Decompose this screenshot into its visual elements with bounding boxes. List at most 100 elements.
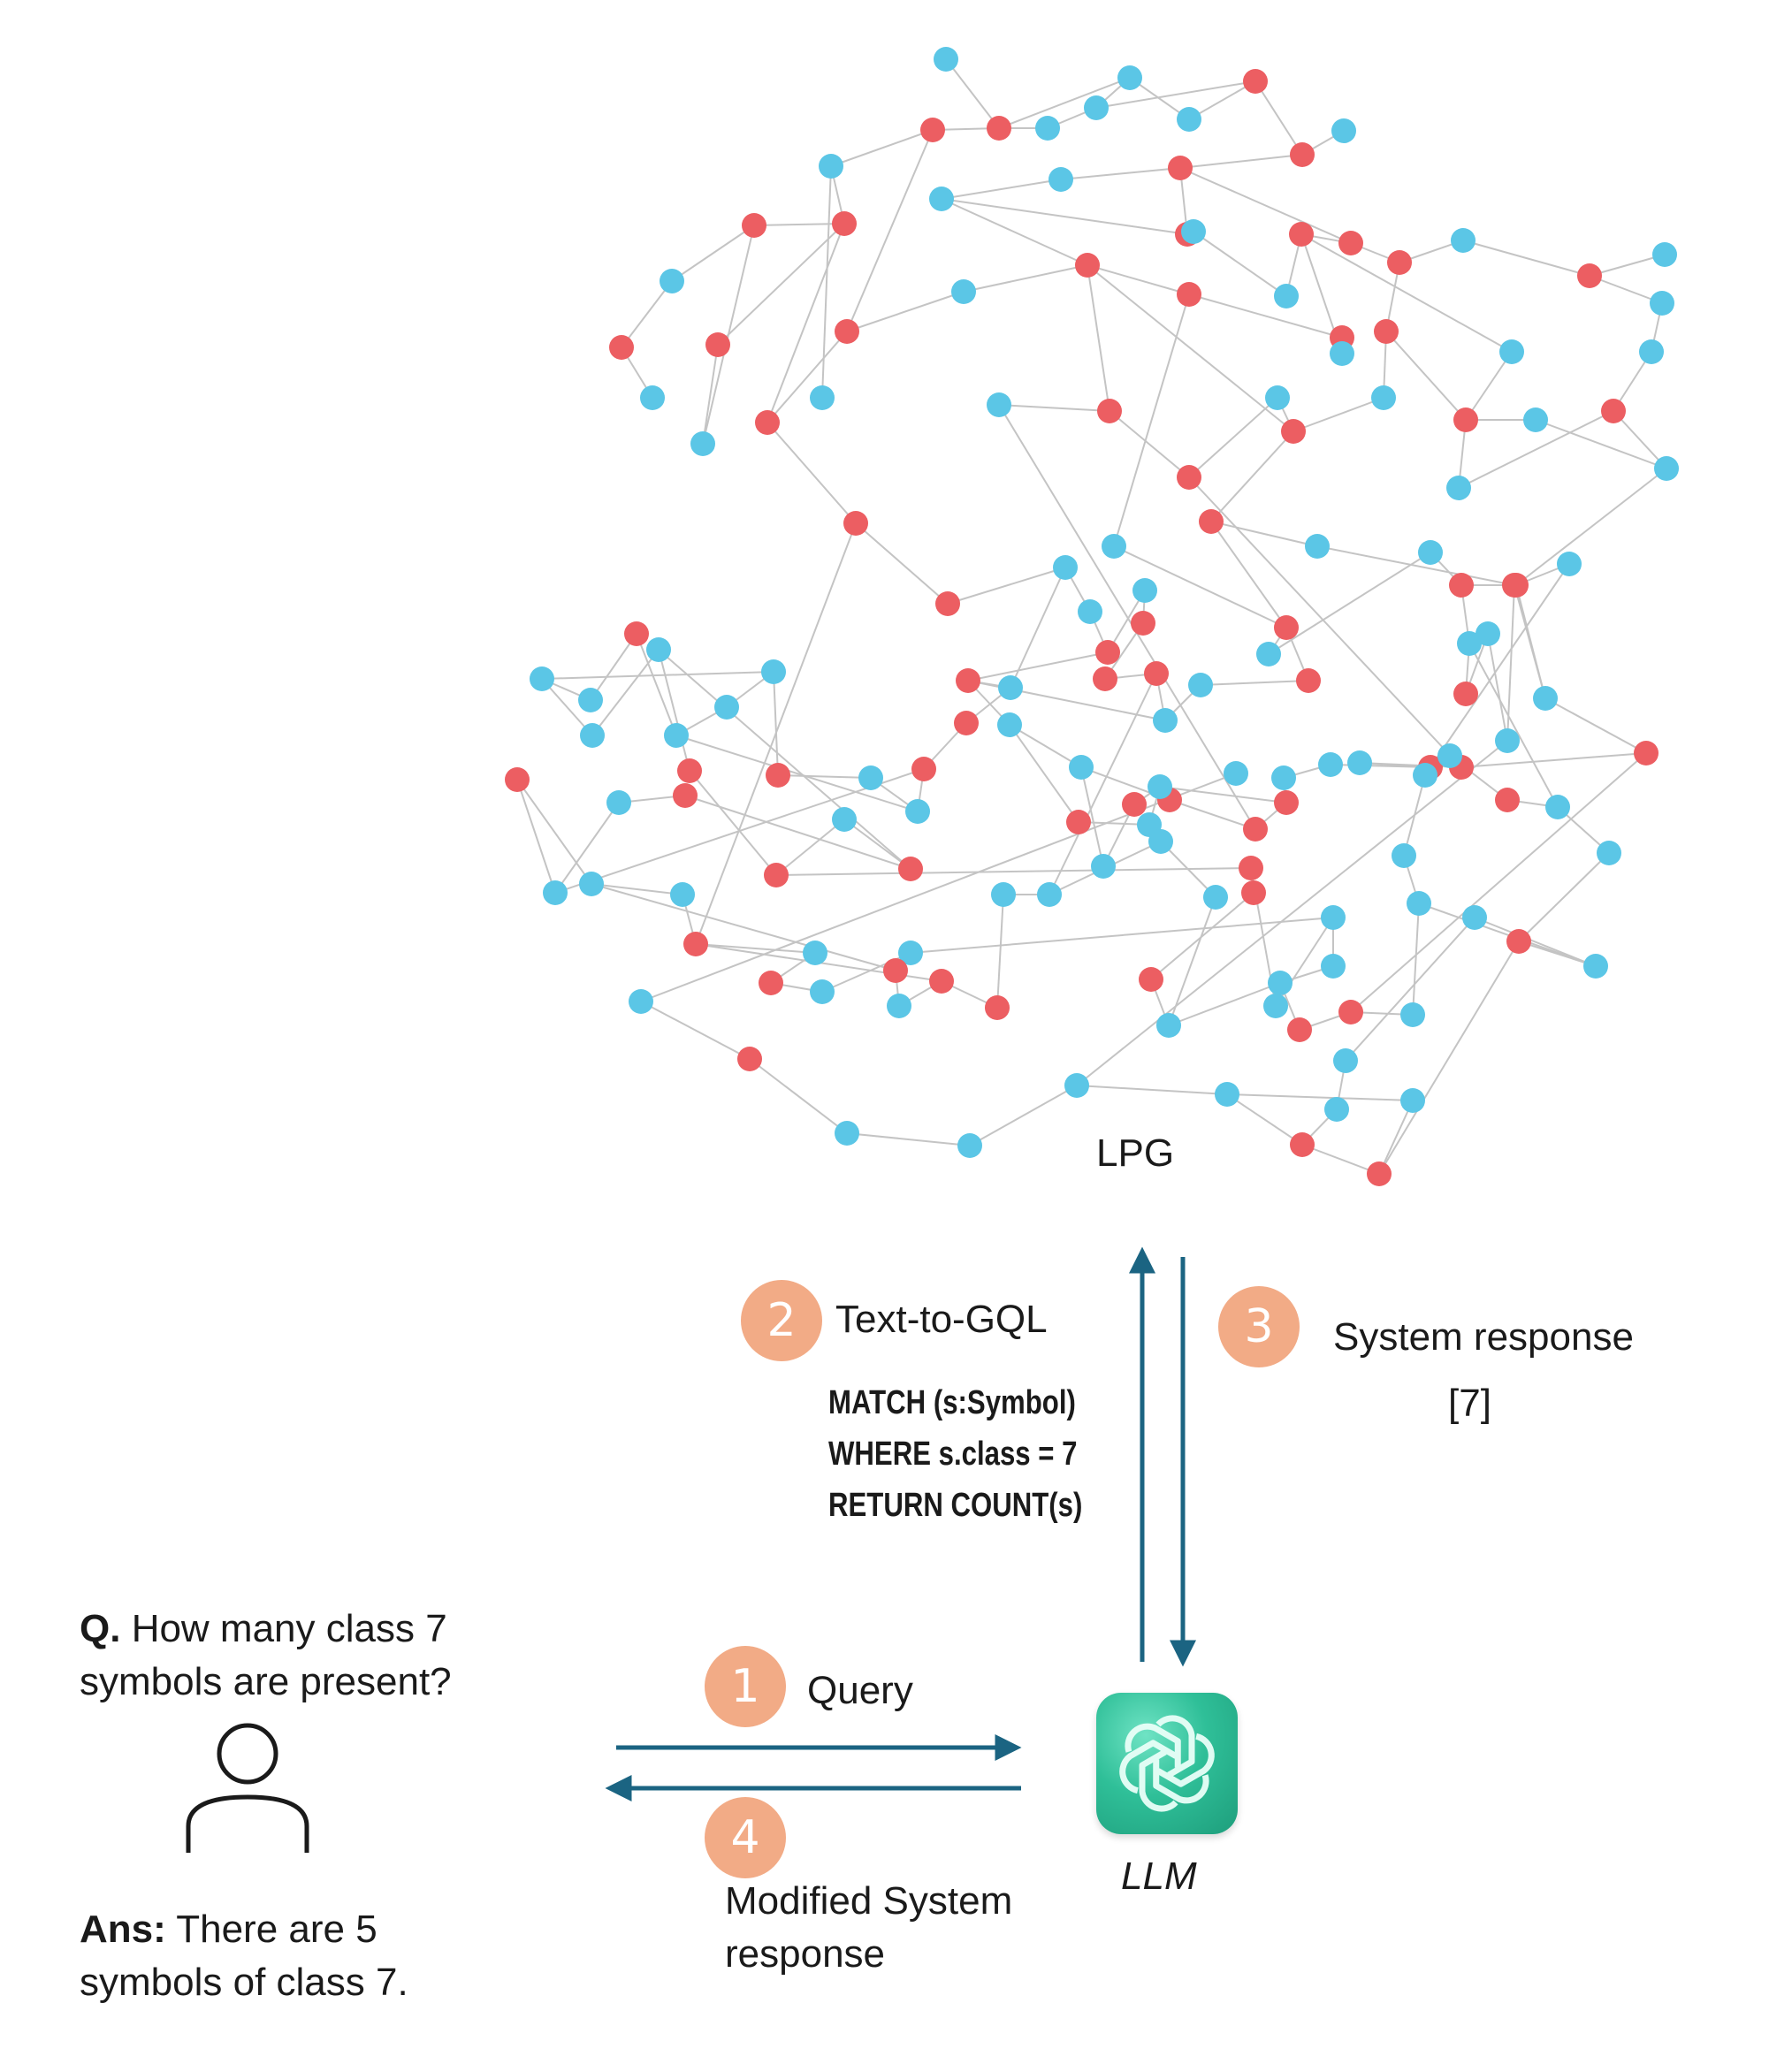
graph-node-red: [1289, 222, 1314, 247]
graph-edge: [1010, 567, 1066, 689]
graph-edge: [1179, 154, 1303, 169]
answer-line-1: Ans: There are 5: [80, 1908, 377, 1952]
graph-node-red: [1139, 967, 1163, 992]
graph-edge: [775, 867, 1252, 876]
graph-node-blue: [1418, 540, 1443, 565]
graph-edge: [998, 404, 1110, 412]
graph-node-blue: [670, 882, 695, 907]
graph-node-red: [1199, 509, 1224, 534]
graph-node-red: [1290, 1132, 1315, 1157]
graph-node-red: [911, 757, 936, 781]
graph-node-red: [764, 863, 789, 887]
graph-edge: [541, 671, 774, 680]
graph-edge: [1188, 293, 1343, 339]
system-response-value: [7]: [1448, 1382, 1491, 1425]
graph-node-blue: [898, 941, 923, 965]
graph-edge: [1076, 740, 1508, 1086]
step-4-label-line-2: response: [725, 1932, 886, 1976]
graph-node-red: [673, 783, 698, 808]
graph-node-red: [1453, 407, 1478, 432]
graph-edge: [766, 223, 845, 423]
graph-node-red: [1367, 1161, 1392, 1186]
graph-node-blue: [1446, 476, 1471, 500]
graph-node-red: [1122, 792, 1147, 817]
graph-edge: [640, 773, 1237, 1002]
graph-node-red: [1495, 788, 1520, 812]
graph-node-blue: [991, 882, 1016, 907]
graph-edge: [717, 223, 845, 346]
graph-node-blue: [1153, 708, 1178, 733]
graph-node-red: [883, 958, 908, 983]
graph-node-red: [935, 591, 960, 616]
graph-node-blue: [1268, 971, 1293, 995]
graph-edge: [998, 77, 1131, 129]
graph-node-red: [843, 511, 868, 536]
graph-node-blue: [998, 675, 1023, 700]
graph-node-blue: [1437, 743, 1462, 768]
graph-node-blue: [1181, 219, 1206, 244]
llm-label: LLM: [1121, 1855, 1197, 1898]
graph-node-blue: [543, 880, 568, 905]
graph-node-red: [1338, 1000, 1363, 1024]
graph-node-blue: [1084, 95, 1109, 120]
step-4-label-line-1: Modified System: [725, 1879, 1013, 1923]
graph-node-red: [832, 211, 857, 236]
graph-edge: [1150, 892, 1254, 980]
graph-edge: [675, 735, 919, 812]
graph-node-red: [1453, 682, 1478, 706]
graph-edge: [766, 422, 857, 524]
graph-edge: [1518, 852, 1610, 942]
graph-node-red: [898, 857, 923, 881]
graph-node-red: [1502, 573, 1527, 598]
graph-edge: [1378, 1100, 1414, 1175]
graph-node-blue: [832, 807, 857, 832]
graph-node-blue: [1462, 905, 1487, 930]
graph-edge: [1009, 724, 1079, 823]
graph-edge: [1168, 896, 1216, 1026]
graph-node-red: [1634, 741, 1659, 765]
graph-node-blue: [1650, 291, 1674, 316]
graph-edge: [671, 225, 755, 282]
graph-node-blue: [1215, 1082, 1239, 1107]
graph-edge: [1188, 476, 1462, 768]
graph-edge: [821, 165, 832, 399]
graph-node-blue: [1330, 341, 1354, 366]
graph-edge: [689, 770, 777, 876]
graph-node-blue: [1078, 599, 1102, 624]
graph-edge: [1159, 786, 1287, 804]
graph-edge: [766, 331, 848, 423]
llm-icon-box: [1096, 1693, 1238, 1834]
graph-node-blue: [1639, 339, 1664, 364]
graph-edge: [846, 1132, 971, 1146]
graph-edge: [1210, 430, 1294, 522]
graph-node-blue: [1557, 552, 1582, 576]
graph-node-blue: [1413, 763, 1437, 788]
graph-node-blue: [1371, 385, 1396, 410]
graph-edge: [1060, 167, 1181, 180]
graph-node-red: [755, 410, 780, 435]
graph-edge: [1487, 633, 1508, 742]
graph-node-red: [985, 995, 1010, 1020]
graph-node-blue: [1318, 752, 1343, 777]
graph-node-blue: [578, 688, 603, 712]
graph-node-blue: [1148, 774, 1172, 799]
graph-node-blue: [579, 872, 604, 896]
graph-node-blue: [1597, 841, 1621, 865]
graph-edge: [1254, 80, 1303, 156]
graph-node-blue: [530, 666, 554, 691]
graph-node-red: [1506, 929, 1531, 954]
graph-edge: [1268, 552, 1431, 655]
graph-node-blue: [819, 154, 843, 179]
graph-node-blue: [1177, 107, 1201, 132]
graph-edge: [1544, 697, 1647, 754]
graph-node-blue: [1321, 905, 1346, 930]
graph-node-blue: [987, 392, 1011, 417]
graph-edge: [963, 264, 1088, 293]
graph-edge: [695, 943, 816, 954]
graph-node-red: [1095, 640, 1120, 665]
graph-edge: [1378, 941, 1520, 1175]
graph-node-red: [624, 621, 649, 646]
step-3-label: System response: [1333, 1315, 1634, 1359]
graph-edge: [590, 633, 637, 701]
graph-node-blue: [1400, 1002, 1425, 1027]
